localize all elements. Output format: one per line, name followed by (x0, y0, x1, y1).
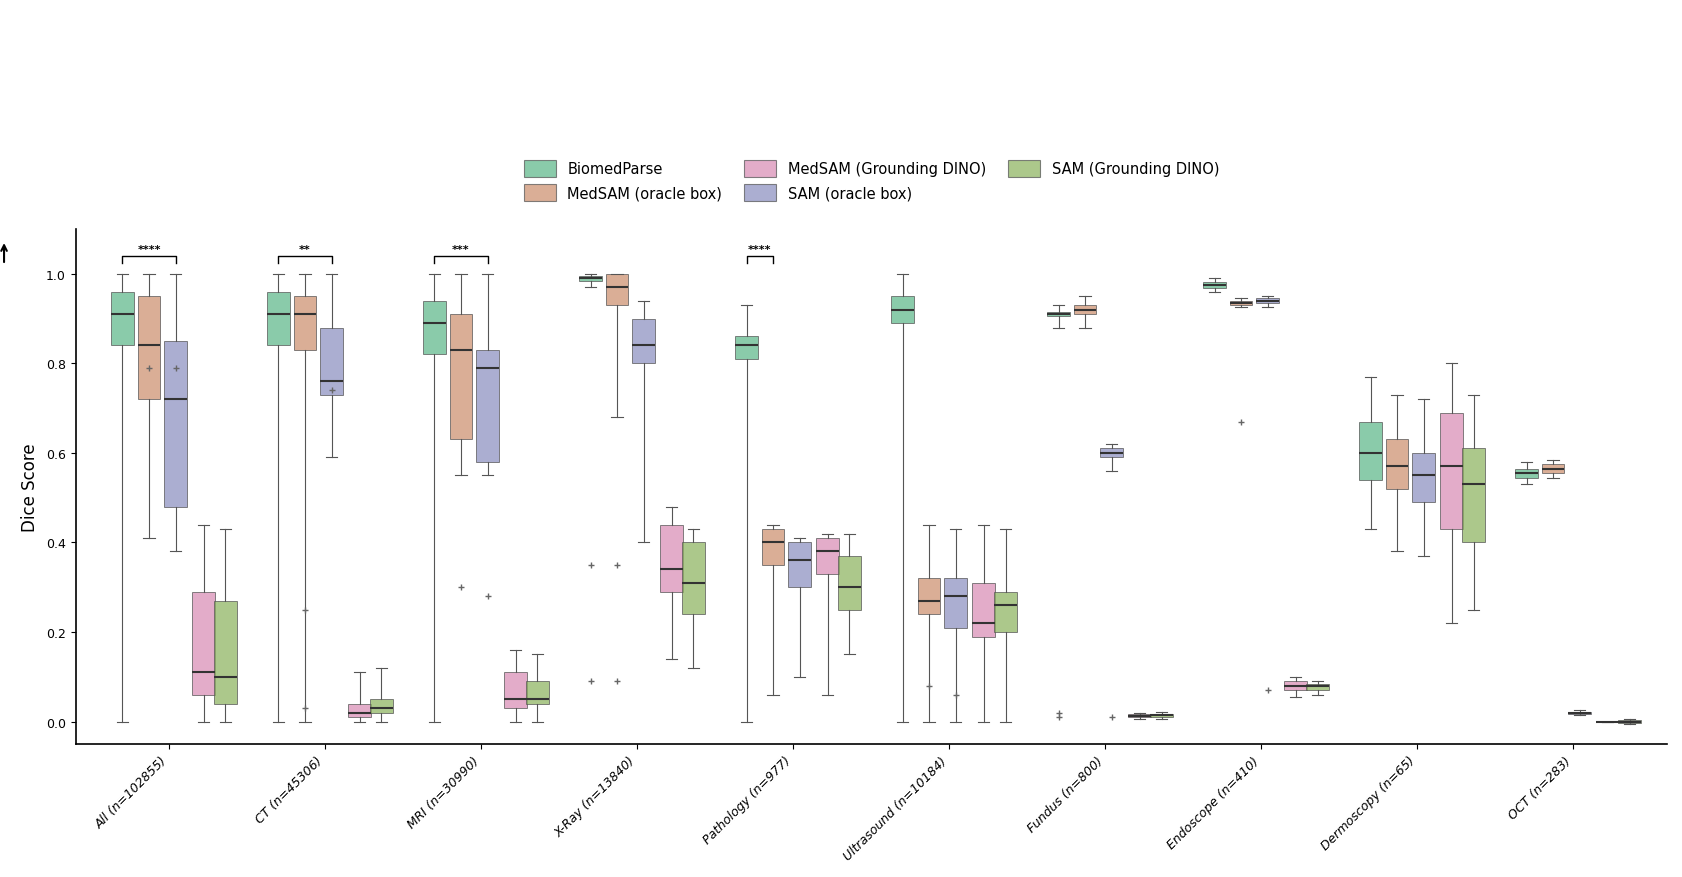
PathPatch shape (606, 275, 629, 306)
PathPatch shape (632, 319, 654, 364)
PathPatch shape (505, 673, 526, 709)
PathPatch shape (1462, 449, 1485, 543)
PathPatch shape (1307, 684, 1329, 690)
PathPatch shape (891, 296, 913, 324)
PathPatch shape (476, 351, 500, 462)
PathPatch shape (348, 704, 372, 717)
PathPatch shape (1203, 282, 1226, 289)
PathPatch shape (214, 601, 237, 704)
PathPatch shape (1129, 715, 1150, 717)
PathPatch shape (1386, 440, 1408, 489)
PathPatch shape (138, 296, 160, 400)
Text: ****: **** (138, 245, 161, 254)
PathPatch shape (526, 681, 548, 704)
PathPatch shape (370, 700, 394, 713)
PathPatch shape (1542, 465, 1564, 474)
PathPatch shape (789, 543, 811, 588)
PathPatch shape (944, 579, 967, 628)
PathPatch shape (762, 530, 784, 566)
PathPatch shape (1100, 449, 1124, 458)
PathPatch shape (1230, 302, 1253, 306)
PathPatch shape (1150, 714, 1172, 717)
PathPatch shape (1359, 422, 1383, 481)
PathPatch shape (294, 296, 316, 351)
PathPatch shape (111, 292, 135, 346)
PathPatch shape (449, 315, 473, 440)
PathPatch shape (1568, 712, 1591, 714)
PathPatch shape (267, 292, 289, 346)
PathPatch shape (918, 579, 940, 615)
PathPatch shape (994, 592, 1018, 632)
PathPatch shape (1073, 306, 1097, 315)
PathPatch shape (735, 337, 759, 360)
PathPatch shape (661, 525, 683, 592)
PathPatch shape (838, 556, 861, 610)
Y-axis label: Dice Score: Dice Score (20, 443, 39, 531)
PathPatch shape (816, 538, 839, 574)
PathPatch shape (1413, 453, 1435, 503)
PathPatch shape (579, 277, 602, 282)
Text: ****: **** (748, 245, 772, 254)
PathPatch shape (192, 592, 215, 695)
PathPatch shape (683, 543, 705, 615)
PathPatch shape (424, 302, 446, 355)
Text: **: ** (299, 245, 311, 254)
PathPatch shape (1618, 720, 1642, 724)
PathPatch shape (972, 583, 996, 637)
PathPatch shape (320, 328, 343, 396)
Text: ***: *** (452, 245, 469, 254)
PathPatch shape (1285, 681, 1307, 690)
Legend: BiomedParse, MedSAM (oracle box), MedSAM (Grounding DINO), SAM (oracle box), SAM: BiomedParse, MedSAM (oracle box), MedSAM… (518, 154, 1224, 207)
PathPatch shape (1048, 312, 1070, 317)
PathPatch shape (1440, 413, 1463, 530)
PathPatch shape (1515, 469, 1537, 478)
PathPatch shape (1256, 299, 1278, 303)
PathPatch shape (165, 341, 187, 507)
